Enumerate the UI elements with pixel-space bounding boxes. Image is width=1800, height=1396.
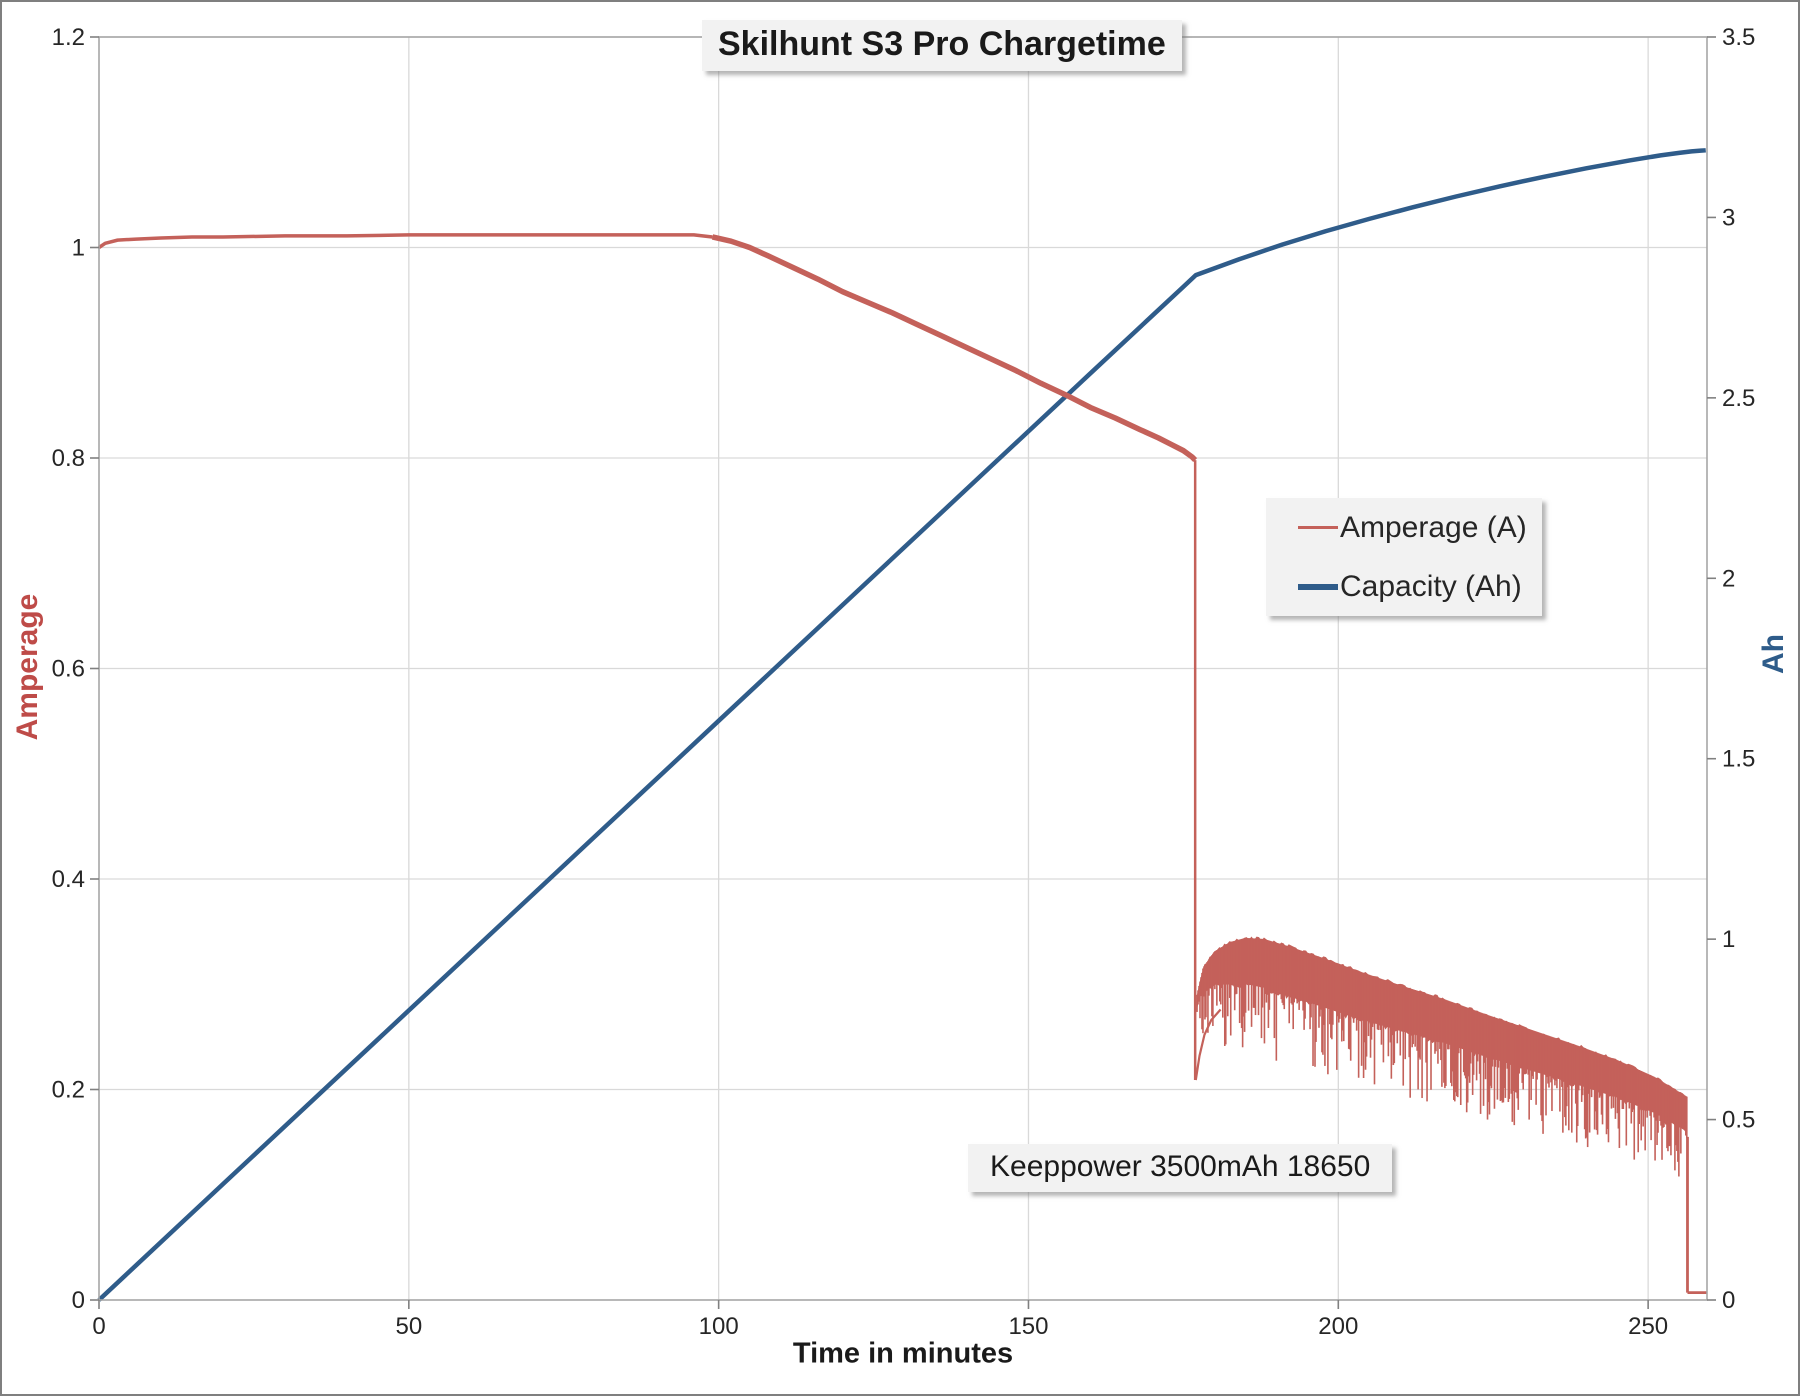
legend-label-capacity: Capacity (Ah)	[1340, 569, 1522, 603]
left-tick-label-1: 1	[72, 235, 85, 262]
legend-line-sample-amperage	[1298, 526, 1338, 529]
chart-title: Skilhunt S3 Pro Chargetime	[702, 20, 1182, 71]
x-tick-label-50: 50	[395, 1313, 422, 1340]
left-tick-label-0: 0	[72, 1287, 85, 1314]
x-tick-label-200: 200	[1318, 1313, 1358, 1340]
right-tick-label-2.5: 2.5	[1722, 385, 1755, 412]
legend-line-sample-capacity	[1298, 583, 1338, 590]
legend: Amperage (A) Capacity (Ah)	[1266, 498, 1542, 616]
x-tick-label-250: 250	[1628, 1313, 1668, 1340]
left-tick-label-0.2: 0.2	[52, 1077, 85, 1104]
legend-label-amperage: Amperage (A)	[1340, 510, 1527, 544]
left-tick-label-0.8: 0.8	[52, 445, 85, 472]
y-axis-title-left: Amperage	[11, 593, 44, 741]
right-tick-label-0: 0	[1722, 1287, 1735, 1314]
right-tick-label-1: 1	[1722, 926, 1735, 953]
y-axis-title-right: Ah	[1757, 634, 1790, 674]
left-tick-label-0.4: 0.4	[52, 866, 85, 893]
x-tick-label-150: 150	[1008, 1313, 1048, 1340]
amperage-plateau-line	[98, 233, 713, 249]
x-tick-label-100: 100	[699, 1313, 739, 1340]
x-axis-title: Time in minutes	[792, 1337, 1014, 1370]
amperage-decline-line	[711, 234, 1198, 463]
right-tick-label-3: 3	[1722, 204, 1735, 231]
x-tick-label-0: 0	[92, 1313, 105, 1340]
right-tick-label-0.5: 0.5	[1722, 1107, 1755, 1134]
right-tick-label-3.5: 3.5	[1722, 24, 1755, 51]
legend-item-amperage: Amperage (A)	[1298, 511, 1542, 545]
annotation-battery: Keeppower 3500mAh 18650	[968, 1144, 1393, 1192]
right-tick-label-2: 2	[1722, 565, 1735, 592]
legend-item-capacity: Capacity (Ah)	[1298, 570, 1542, 604]
left-tick-label-0.6: 0.6	[52, 656, 85, 683]
right-tick-label-1.5: 1.5	[1722, 746, 1755, 773]
left-tick-label-1.2: 1.2	[52, 24, 85, 51]
capacity-series-line	[97, 148, 1706, 1302]
amperage-cv-left-edge	[1194, 1008, 1222, 1081]
